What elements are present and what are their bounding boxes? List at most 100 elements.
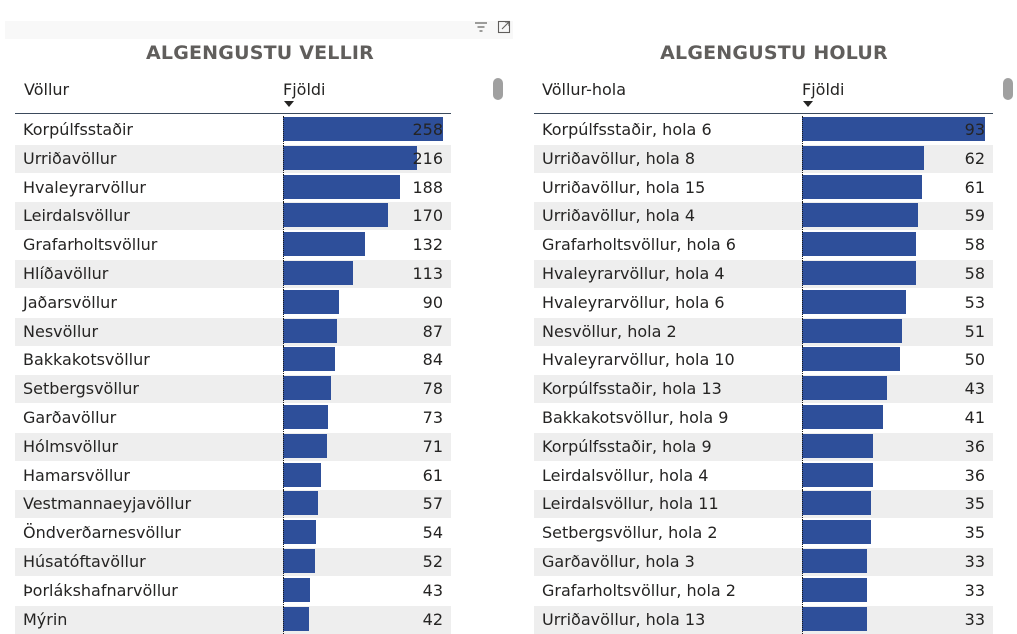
sort-descending-icon[interactable] [284,101,294,107]
table-row[interactable]: Grafarholtsvöllur 132 [15,231,451,260]
table-row[interactable]: Hólmsvöllur 71 [15,432,451,461]
row-value: 36 [964,465,985,485]
bar-axis [802,144,804,173]
data-bar [802,117,985,141]
table-row[interactable]: Grafarholtsvöllur, hola 2 33 [534,576,993,605]
table-row[interactable]: Hvaleyrarvöllur, hola 4 58 [534,260,993,288]
column-header-course-hole[interactable]: Völlur-hola [542,80,627,99]
table-row[interactable]: Leirdalsvöllur, hola 4 36 [534,461,993,490]
data-bar [802,520,871,545]
focus-mode-icon[interactable] [497,20,511,34]
table-row[interactable]: Urriðavöllur, hola 15 61 [534,173,993,202]
table-row[interactable]: Hvaleyrarvöllur 188 [15,173,451,202]
row-label: Nesvöllur [23,321,99,341]
table-row[interactable]: Setbergsvöllur, hola 2 35 [534,519,993,548]
data-bar [283,462,321,487]
row-label: Öndverðarnesvöllur [23,523,181,543]
table-row[interactable]: Nesvöllur 87 [15,317,451,346]
table-row[interactable]: Setbergsvöllur 78 [15,375,451,404]
column-header-count[interactable]: Fjöldi [283,80,326,99]
data-bar [802,145,924,170]
table-row[interactable]: Grafarholtsvöllur, hola 6 58 [534,231,993,260]
column-header-course[interactable]: Völlur [24,80,70,99]
visual-title: ALGENGUSTU HOLUR [660,42,888,64]
bar-axis [283,576,285,605]
table-row[interactable]: Vestmannaeyjavöllur 57 [15,490,451,519]
data-bar [283,145,417,170]
row-label: Grafarholtsvöllur, hola 2 [542,580,736,600]
table-row[interactable]: Bakkakotsvöllur 84 [15,346,451,375]
table-row[interactable]: Jaðarsvöllur 90 [15,288,451,317]
filter-icon[interactable] [474,20,488,34]
row-value: 71 [422,436,443,456]
row-label: Korpúlfsstaðir [23,120,133,139]
table-visual-holes[interactable]: ALGENGUSTU HOLUR Völlur-hola Fjöldi Korp… [534,40,1014,634]
row-label: Hvaleyrarvöllur, hola 4 [542,264,725,283]
bar-axis [283,548,285,576]
row-value: 132 [412,235,443,255]
table-row[interactable]: Korpúlfsstaðir, hola 6 93 [534,116,993,144]
bar-axis [802,519,804,548]
row-label: Bakkakotsvöllur, hola 9 [542,408,729,427]
sort-descending-icon[interactable] [803,101,813,107]
data-bar [802,376,887,401]
bar-axis [283,519,285,548]
row-label: Korpúlfsstaðir, hola 13 [542,379,722,399]
table-row[interactable]: Öndverðarnesvöllur 54 [15,519,451,548]
table-row[interactable]: Leirdalsvöllur, hola 11 35 [534,490,993,519]
data-bar [283,520,316,545]
table-row[interactable]: Þorlákshafnarvöllur 43 [15,576,451,605]
table-row[interactable]: Urriðavöllur 216 [15,144,451,173]
table-row[interactable]: Hvaleyrarvöllur, hola 6 53 [534,288,993,317]
table-row[interactable]: Hlíðavöllur 113 [15,260,451,288]
data-bar [283,376,331,401]
table-visual-courses[interactable]: ALGENGUSTU VELLIR Völlur Fjöldi Korpúlfs… [15,40,505,634]
table-row[interactable]: Urriðavöllur, hola 13 33 [534,605,993,634]
row-value: 87 [422,321,443,341]
table-row[interactable]: Hvaleyrarvöllur, hola 10 50 [534,346,993,375]
row-value: 61 [422,465,443,485]
table-row[interactable]: Korpúlfsstaðir 258 [15,116,451,144]
table-row[interactable]: Hamarsvöllur 61 [15,461,451,490]
table-row[interactable]: Garðavöllur, hola 3 33 [534,548,993,576]
row-value: 78 [422,379,443,399]
table-row[interactable]: Leirdalsvöllur 170 [15,202,451,231]
row-value: 258 [412,120,443,139]
bar-axis [802,461,804,490]
row-label: Grafarholtsvöllur, hola 6 [542,235,736,255]
data-bar [283,203,388,228]
data-bar [283,289,339,314]
bar-axis [283,116,285,144]
row-value: 188 [412,177,443,197]
table-row[interactable]: Húsatóftavöllur 52 [15,548,451,576]
data-bar [802,232,916,257]
column-header-count[interactable]: Fjöldi [802,80,845,99]
row-label: Setbergsvöllur [23,379,139,399]
row-value: 59 [964,206,985,226]
table-row[interactable]: Korpúlfsstaðir, hola 13 43 [534,375,993,404]
row-value: 52 [422,552,443,571]
table-row[interactable]: Urriðavöllur, hola 8 62 [534,144,993,173]
data-bar [802,261,916,285]
table-row[interactable]: Bakkakotsvöllur, hola 9 41 [534,404,993,432]
visual-title: ALGENGUSTU VELLIR [146,42,374,64]
scrollbar-thumb[interactable] [493,78,503,100]
bar-axis [802,231,804,260]
data-bar [802,433,873,458]
row-value: 53 [964,292,985,312]
row-label: Leirdalsvöllur [23,206,130,226]
bar-axis [283,231,285,260]
table-row[interactable]: Nesvöllur, hola 2 51 [534,317,993,346]
table-row[interactable]: Urriðavöllur, hola 4 59 [534,202,993,231]
row-label: Vestmannaeyjavöllur [23,494,192,514]
scrollbar-thumb[interactable] [1003,78,1013,100]
bar-axis [802,576,804,605]
bar-axis [802,605,804,634]
table-row[interactable]: Mýrin 42 [15,605,451,634]
row-label: Mýrin [23,609,68,629]
table-row[interactable]: Korpúlfsstaðir, hola 9 36 [534,432,993,461]
data-bar [283,117,443,141]
data-bar [283,549,315,573]
bar-axis [283,490,285,519]
table-row[interactable]: Garðavöllur 73 [15,404,451,432]
